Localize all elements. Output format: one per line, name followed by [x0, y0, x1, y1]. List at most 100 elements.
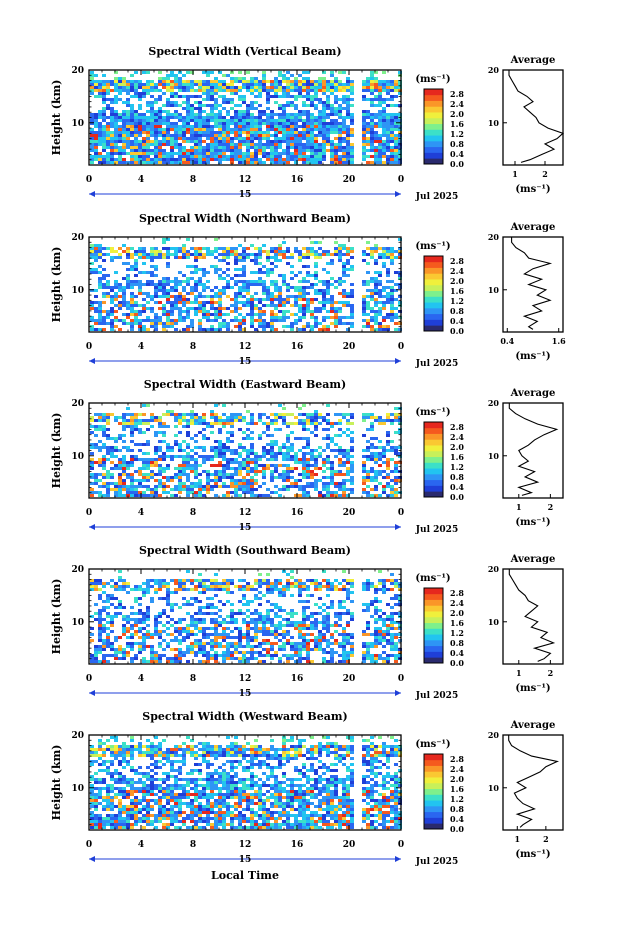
heatmap-cell [202, 316, 206, 319]
heatmap-cell [158, 597, 162, 600]
heatmap-cell [278, 428, 282, 431]
heatmap-cell [278, 71, 282, 74]
heatmap-cell [322, 152, 326, 155]
heatmap-cell [374, 280, 378, 283]
heatmap-cell [138, 597, 142, 600]
heatmap-cell [258, 271, 262, 274]
heatmap-cell [110, 624, 114, 627]
heatmap-cell [262, 310, 266, 313]
heatmap-cell [302, 295, 306, 298]
heatmap-cell [290, 113, 294, 116]
heatmap-cell [178, 104, 182, 107]
heatmap-cell [110, 615, 114, 618]
heatmap-cell [134, 128, 138, 131]
heatmap-cell [246, 458, 250, 461]
heatmap-cell [154, 292, 158, 295]
y-tick-label: 20 [71, 399, 84, 409]
heatmap-cell [226, 128, 230, 131]
heatmap-cell [190, 491, 194, 494]
heatmap-cell [230, 467, 234, 470]
heatmap-cell [386, 280, 390, 283]
heatmap-cell [130, 286, 134, 289]
heatmap-cell [262, 250, 266, 253]
heatmap-cell [186, 80, 190, 83]
heatmap-cell [94, 152, 98, 155]
heatmap-cell [98, 140, 102, 143]
heatmap-cell [238, 134, 242, 137]
heatmap-cell [322, 280, 326, 283]
heatmap-cell [190, 80, 194, 83]
heatmap-cell [134, 122, 138, 125]
heatmap-cell [334, 310, 338, 313]
heatmap-cell [390, 140, 394, 143]
heatmap-cell [98, 485, 102, 488]
heatmap-cell [342, 83, 346, 86]
heatmap-cell [298, 461, 302, 464]
heatmap-cell [310, 253, 314, 256]
heatmap-cell [206, 155, 210, 158]
heatmap-cell [382, 131, 386, 134]
heatmap-cell [174, 298, 178, 301]
heatmap-cell [186, 155, 190, 158]
heatmap-cell [314, 307, 318, 310]
heatmap-cell [230, 92, 234, 95]
heatmap-cell [166, 128, 170, 131]
heatmap-cell [262, 431, 266, 434]
heatmap-cell [306, 113, 310, 116]
heatmap-cell [294, 319, 298, 322]
heatmap-cell [142, 319, 146, 322]
heatmap-cell [166, 413, 170, 416]
heatmap-cell [326, 325, 330, 328]
heatmap-cell [338, 458, 342, 461]
heatmap-cell [186, 600, 190, 603]
colorbar-segment [424, 135, 443, 142]
heatmap-cell [230, 452, 234, 455]
heatmap-cell [230, 143, 234, 146]
heatmap-cell [306, 158, 310, 161]
heatmap-cell [178, 476, 182, 479]
heatmap-cell [206, 476, 210, 479]
heatmap-cell [266, 443, 270, 446]
heatmap-cell [326, 113, 330, 116]
heatmap-cell [174, 140, 178, 143]
heatmap-cell [226, 98, 230, 101]
heatmap-cell [178, 307, 182, 310]
heatmap-cell [126, 591, 130, 594]
heatmap-cell [386, 467, 390, 470]
heatmap-cell [298, 143, 302, 146]
heatmap-cell [186, 122, 190, 125]
heatmap-cell [350, 482, 354, 485]
heatmap-cell [366, 140, 370, 143]
heatmap-cell [282, 158, 286, 161]
heatmap-cell [350, 268, 354, 271]
heatmap-cell [206, 143, 210, 146]
heatmap-cell [370, 149, 374, 152]
heatmap-cell [398, 83, 402, 86]
panel-2: Spectral Width (Eastward Beam)0 4 8 12 16 20 0… [50, 378, 564, 535]
heatmap-cell [214, 143, 218, 146]
heatmap-cell [166, 479, 170, 482]
heatmap-cell [138, 134, 142, 137]
heatmap-cell [362, 259, 366, 262]
heatmap-cell [226, 476, 230, 479]
heatmap-cell [378, 292, 382, 295]
heatmap-cell [246, 428, 250, 431]
colorbar-tick-label: 2.8 [450, 422, 464, 432]
heatmap-cell [170, 92, 174, 95]
heatmap-cell [274, 161, 278, 164]
heatmap-cell [222, 155, 226, 158]
heatmap-cell [122, 455, 126, 458]
heatmap-cell [134, 140, 138, 143]
heatmap-cell [306, 89, 310, 92]
heatmap-cell [238, 328, 242, 331]
heatmap-cell [126, 422, 130, 425]
heatmap-cell [142, 152, 146, 155]
heatmap-cell [190, 104, 194, 107]
heatmap-cell [182, 301, 186, 304]
heatmap-cell [178, 89, 182, 92]
heatmap-cell [382, 262, 386, 265]
heatmap-cell [190, 319, 194, 322]
heatmap-cell [322, 83, 326, 86]
heatmap-cell [238, 280, 242, 283]
heatmap-cell [162, 322, 166, 325]
